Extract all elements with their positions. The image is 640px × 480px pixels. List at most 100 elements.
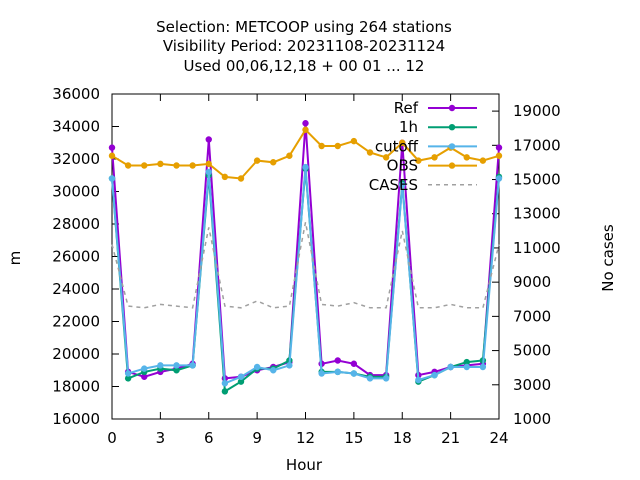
point-obs xyxy=(399,139,406,146)
x-tick-label: 9 xyxy=(252,429,262,447)
point-obs xyxy=(189,162,196,169)
chart-title: Selection: METCOOP using 264 stations Vi… xyxy=(156,18,452,75)
point-obs xyxy=(205,160,212,168)
legend-label-ref: Ref xyxy=(394,99,419,117)
point-cutoff xyxy=(286,362,293,369)
plot-series xyxy=(108,120,503,395)
point-obs xyxy=(141,162,148,169)
y2-tick-label: 19000 xyxy=(513,102,561,120)
point-ref xyxy=(205,136,212,143)
point-ref xyxy=(302,120,309,127)
point-ref xyxy=(334,357,341,364)
x-tick-label: 24 xyxy=(489,429,508,447)
point-1h xyxy=(463,358,470,366)
y2-axis-label: No cases xyxy=(599,224,617,292)
point-1h xyxy=(124,375,132,382)
y2-tick-label: 9000 xyxy=(513,273,551,291)
point-1h xyxy=(221,388,229,395)
point-cutoff xyxy=(189,362,196,369)
point-obs xyxy=(318,142,325,150)
point-cutoff xyxy=(205,168,212,176)
legend-marker-1h xyxy=(448,124,456,131)
point-obs xyxy=(495,152,503,159)
point-cutoff xyxy=(173,362,180,369)
point-cutoff xyxy=(350,370,358,377)
y-tick-label: 30000 xyxy=(52,183,100,201)
point-cutoff xyxy=(237,373,245,380)
title-line-3: Used 00,06,12,18 + 00 01 ... 12 xyxy=(184,57,425,75)
y-tick-label: 18000 xyxy=(52,378,100,396)
y2-tick-label: 3000 xyxy=(513,376,551,394)
x-tick-label: 18 xyxy=(393,429,412,447)
point-ref xyxy=(350,360,358,367)
series-line-1h xyxy=(111,168,500,394)
point-cutoff xyxy=(334,368,341,376)
point-obs xyxy=(253,157,261,164)
point-obs xyxy=(479,157,487,164)
point-cutoff xyxy=(141,365,148,372)
y2-tick-label: 11000 xyxy=(513,239,561,257)
x-tick-label: 15 xyxy=(344,429,363,447)
point-obs xyxy=(157,160,164,168)
title-line-2: Visibility Period: 20231108-20231124 xyxy=(163,37,445,55)
point-1h xyxy=(237,378,245,385)
point-cutoff xyxy=(415,376,422,384)
x-tick-label: 3 xyxy=(156,429,166,447)
y-axis-label: m xyxy=(6,251,24,266)
y2-tick-label: 5000 xyxy=(513,342,551,360)
y2-tick-label: 13000 xyxy=(513,205,561,223)
point-obs xyxy=(221,173,229,181)
y-tick-label: 26000 xyxy=(52,248,100,266)
point-cutoff xyxy=(382,375,390,382)
point-1h xyxy=(173,367,180,374)
point-obs xyxy=(173,162,180,169)
legend-marker-obs xyxy=(448,162,456,169)
point-cutoff xyxy=(479,363,487,371)
x-tick-label: 0 xyxy=(107,429,117,447)
y2-tick-label: 17000 xyxy=(513,136,561,154)
point-cutoff xyxy=(318,370,325,377)
x-axis-label: Hour xyxy=(286,456,323,474)
series-line-ref xyxy=(111,123,500,380)
point-obs xyxy=(124,162,132,169)
series-line-cutoff xyxy=(111,167,500,385)
title-line-1: Selection: METCOOP using 264 stations xyxy=(156,18,452,36)
legend-label-obs: OBS xyxy=(387,157,418,175)
point-cutoff xyxy=(495,175,503,182)
point-cutoff xyxy=(124,370,132,377)
point-cutoff xyxy=(253,363,261,371)
point-obs xyxy=(270,159,277,166)
legend-label-1h: 1h xyxy=(399,118,418,136)
point-obs xyxy=(350,137,358,145)
point-obs xyxy=(302,126,309,133)
point-cutoff xyxy=(270,367,277,374)
y-tick-label: 16000 xyxy=(52,410,100,428)
y-tick-label: 36000 xyxy=(52,85,100,103)
y2-tick-label: 7000 xyxy=(513,307,551,325)
point-obs xyxy=(431,154,438,161)
point-obs xyxy=(463,154,470,161)
legend-marker-ref xyxy=(448,104,456,112)
point-ref xyxy=(141,373,148,380)
point-cutoff xyxy=(447,363,454,371)
legend-marker-cutoff xyxy=(448,143,456,150)
x-tick-label: 6 xyxy=(204,429,214,447)
point-ref xyxy=(108,144,116,151)
series-line-cases xyxy=(111,222,500,309)
x-tick-label: 21 xyxy=(441,429,460,447)
point-cutoff xyxy=(221,380,229,387)
point-obs xyxy=(366,149,374,156)
y-tick-label: 20000 xyxy=(52,345,100,363)
point-obs xyxy=(334,142,341,150)
point-obs xyxy=(382,154,390,161)
y-tick-label: 28000 xyxy=(52,215,100,233)
y-tick-label: 24000 xyxy=(52,280,100,298)
point-ref xyxy=(495,144,503,151)
point-obs xyxy=(108,152,116,159)
axes: 1600018000200002200024000260002800030000… xyxy=(52,85,560,447)
point-cutoff xyxy=(366,375,374,382)
point-obs xyxy=(415,157,422,164)
point-obs xyxy=(237,175,245,182)
